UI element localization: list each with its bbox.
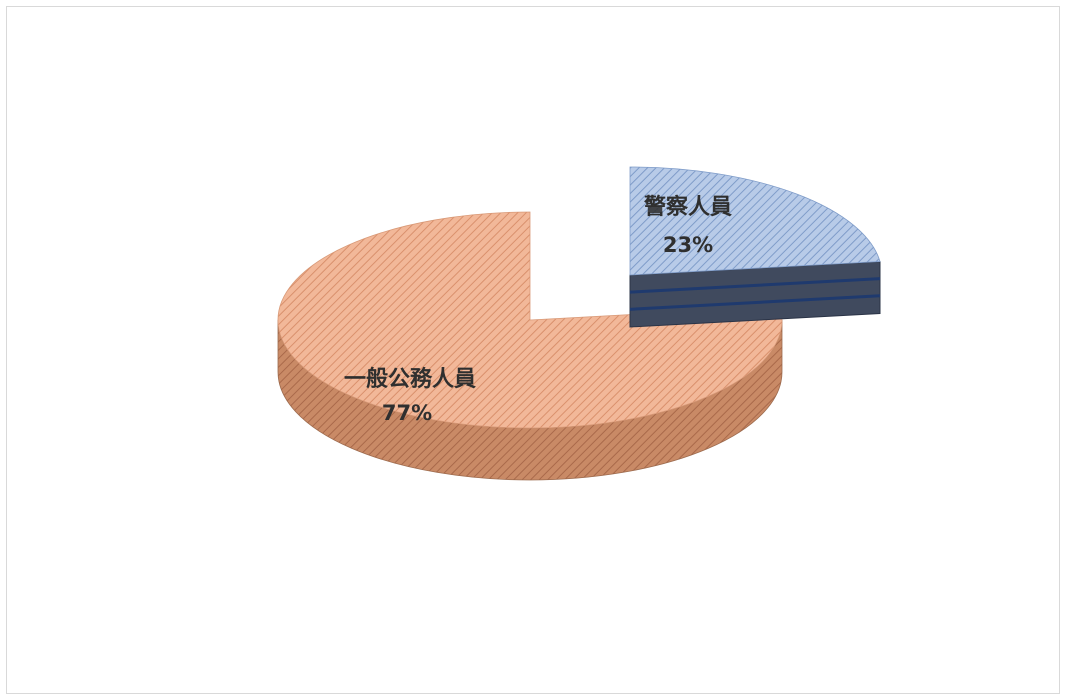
slice-police-top xyxy=(629,166,881,276)
slice-label-general: 一般公務人員 xyxy=(344,366,476,392)
slice-percent-police: 23% xyxy=(663,233,713,257)
slice-police[interactable]: 警察人員 23% xyxy=(629,166,881,328)
slice-percent-general: 77% xyxy=(382,401,432,425)
slice-police-side-line xyxy=(629,277,881,294)
slice-label-police: 警察人員 xyxy=(643,194,732,220)
slice-police-side-line xyxy=(629,294,881,311)
slice-general-staff[interactable]: 一般公務人員 77% xyxy=(277,211,783,481)
slice-general-top xyxy=(277,211,783,429)
